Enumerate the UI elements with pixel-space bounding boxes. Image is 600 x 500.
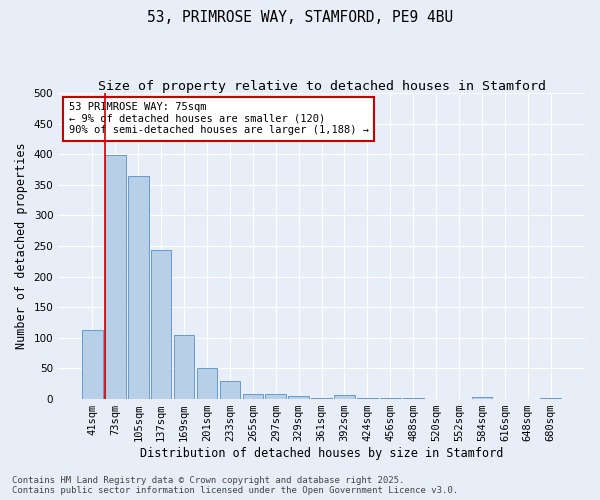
Bar — [311, 398, 332, 399]
Bar — [242, 394, 263, 399]
Bar — [289, 396, 309, 399]
Bar — [357, 398, 378, 399]
Bar — [541, 398, 561, 399]
Y-axis label: Number of detached properties: Number of detached properties — [15, 142, 28, 350]
Bar — [174, 335, 194, 399]
Bar — [472, 397, 493, 399]
Bar — [403, 398, 424, 399]
Text: Contains HM Land Registry data © Crown copyright and database right 2025.
Contai: Contains HM Land Registry data © Crown c… — [12, 476, 458, 495]
Bar — [105, 155, 125, 399]
Bar — [82, 330, 103, 399]
Bar — [151, 250, 172, 399]
Title: Size of property relative to detached houses in Stamford: Size of property relative to detached ho… — [98, 80, 545, 93]
Bar — [334, 396, 355, 399]
Text: 53, PRIMROSE WAY, STAMFORD, PE9 4BU: 53, PRIMROSE WAY, STAMFORD, PE9 4BU — [147, 10, 453, 25]
Bar — [197, 368, 217, 399]
X-axis label: Distribution of detached houses by size in Stamford: Distribution of detached houses by size … — [140, 447, 503, 460]
Bar — [380, 398, 401, 399]
Bar — [220, 380, 240, 399]
Bar — [128, 176, 149, 399]
Text: 53 PRIMROSE WAY: 75sqm
← 9% of detached houses are smaller (120)
90% of semi-det: 53 PRIMROSE WAY: 75sqm ← 9% of detached … — [69, 102, 369, 136]
Bar — [265, 394, 286, 399]
